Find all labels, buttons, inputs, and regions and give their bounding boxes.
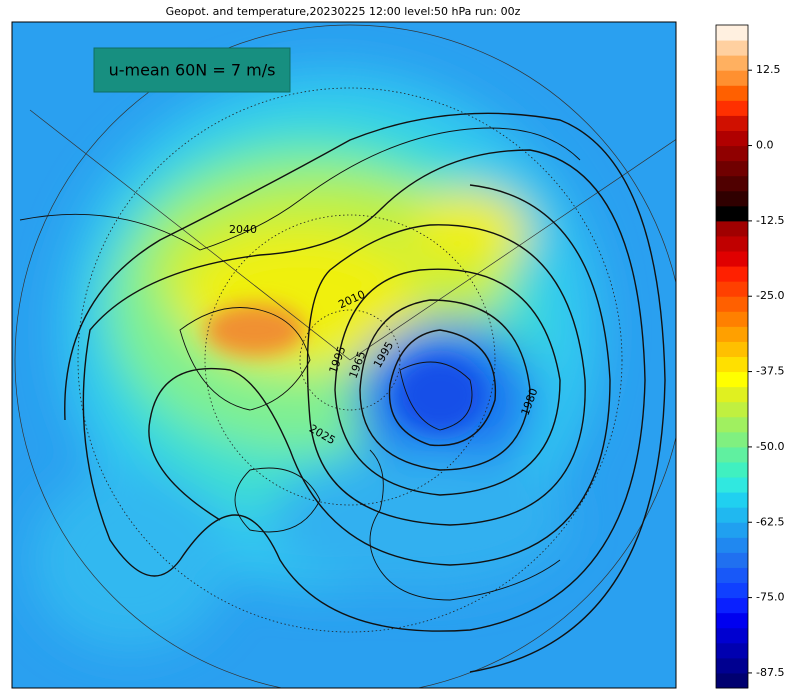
colorbar-bin [716,205,748,222]
colorbar-bin [716,537,748,553]
colorbar-bin [716,266,748,282]
colorbar-bin [716,477,748,493]
colorbar-bin [716,70,748,86]
colorbar-frame [715,24,749,689]
colorbar-bin [716,492,748,508]
colorbar-bin [716,552,748,568]
colorbar-bin [716,597,748,614]
contour-label: 2040 [229,223,257,236]
colorbar-bin [716,145,748,162]
colorbar-bin [716,567,748,584]
colorbar-tick-label: 0.0 [756,139,774,152]
colorbar-bin [716,401,748,418]
colorbar-bin [716,326,748,342]
colorbar-bin [716,612,748,629]
colorbar-bin [716,25,748,41]
colorbar-bin [716,507,748,523]
colorbar-bin [716,672,748,689]
colorbar-bin [716,627,748,644]
colorbar-bin [716,642,748,659]
colorbar-tick-label: -37.5 [756,365,784,378]
colorbar-bin [716,371,748,388]
colorbar-bin [716,85,748,101]
map-frame [11,21,677,689]
colorbar-tick-label: -62.5 [756,515,784,528]
colorbar-bin [716,446,748,463]
colorbar: 12.5 0.0 -12.5 -25.0 -37.5 -50.0 -62.5 -75.0 -87… [715,24,784,689]
colorbar-bin [716,115,748,131]
map-title: Geopot. and temperature,20230225 12:00 l… [166,5,521,18]
colorbar-bin [716,100,748,116]
colorbar-bin [716,296,748,312]
colorbar-bin [716,40,748,56]
colorbar-bin [716,386,748,403]
colorbar-bin [716,416,748,433]
colorbar-bin [716,311,748,327]
colorbar-bin [716,130,748,147]
map: 2040 2010 1995 1965 1995 1980 2025 u-mea… [12,22,676,688]
colorbar-bin [716,582,748,599]
colorbar-bin [716,461,748,478]
colorbar-tick-label: 12.5 [756,63,781,76]
colorbar-tick-label: -25.0 [756,289,784,302]
colorbar-bin [716,356,748,373]
colorbar-bin [716,657,748,674]
annotation-box [93,47,291,93]
colorbar-tick-label: -12.5 [756,214,784,227]
colorbar-tick-label: -50.0 [756,440,784,453]
colorbar-bin [716,251,748,267]
colorbar-bin [716,190,748,207]
colorbar-bin [716,160,748,177]
colorbar-bin [716,55,748,71]
colorbar-bin [716,431,748,448]
colorbar-tick-label: -87.5 [756,666,784,679]
colorbar-bin [716,281,748,297]
colorbar-tick-label: -75.0 [756,591,784,604]
annotation: u-mean 60N = 7 m/s [109,61,276,80]
colorbar-bin [716,235,748,252]
colorbar-bin [716,522,748,538]
colorbar-bin [716,220,748,237]
colorbar-bin [716,175,748,192]
colorbar-bin [716,341,748,357]
